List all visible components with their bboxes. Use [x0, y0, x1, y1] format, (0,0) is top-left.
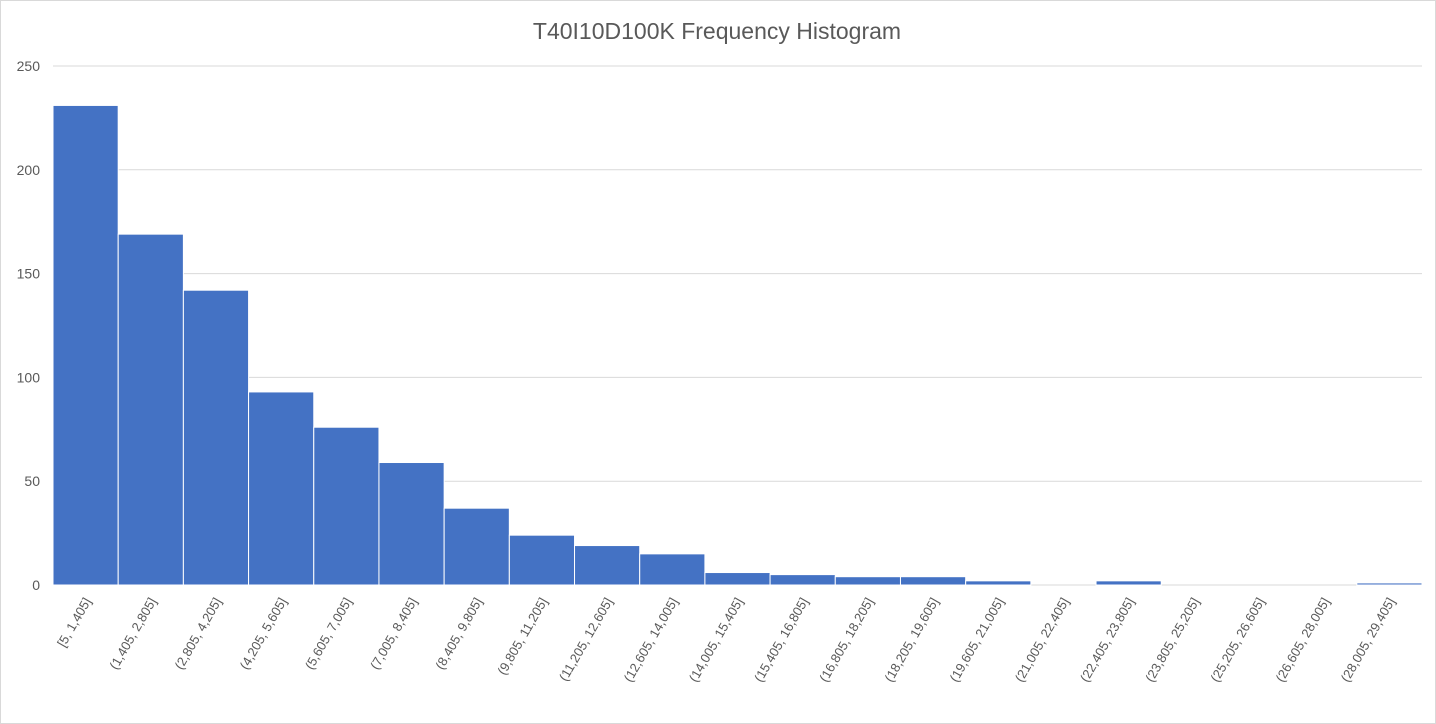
x-tick-label: (14,005, 15,405]	[686, 595, 746, 685]
x-tick-label: (5,605, 7,005]	[302, 595, 355, 672]
histogram-bar	[899, 576, 967, 586]
y-tick-label: 100	[17, 369, 41, 385]
y-tick-label: 250	[17, 58, 41, 74]
histogram-bar	[117, 233, 184, 586]
histogram-bar	[182, 289, 250, 586]
x-tick-label: (12,605, 14,005]	[621, 595, 681, 685]
y-tick-label: 150	[17, 266, 41, 282]
histogram-bar	[574, 545, 641, 586]
histogram-bar	[639, 553, 706, 586]
x-tick-label: (19,605, 21,005]	[947, 595, 1007, 685]
x-tick-label: (18,205, 19,605]	[881, 595, 941, 685]
x-tick-label: (2,805, 4,205]	[171, 595, 224, 672]
x-tick-label: (9,805, 11,205]	[494, 595, 550, 677]
bars	[52, 104, 1423, 586]
x-tick-label: (25,205, 26,605]	[1207, 595, 1267, 685]
x-tick-label: (22,405, 23,805]	[1077, 595, 1137, 685]
x-tick-label: (26,605, 28,005]	[1272, 595, 1332, 685]
x-tick-label: (21,005, 22,405]	[1012, 595, 1072, 685]
x-tick-label: (11,205, 12,605]	[556, 595, 616, 684]
x-tick-label: (15,405, 16,805]	[751, 595, 811, 685]
histogram-bar	[443, 507, 510, 586]
y-tick-label: 50	[24, 473, 40, 489]
x-tick-label: (7,005, 8,405]	[367, 595, 420, 672]
y-tick-label: 200	[17, 162, 41, 178]
x-tick-label: (23,805, 25,205]	[1142, 595, 1202, 685]
x-tick-label: (8,405, 9,805]	[432, 595, 485, 672]
histogram-bar	[769, 574, 836, 586]
histogram-bar	[313, 426, 380, 586]
x-tick-label: (1,405, 2,805]	[106, 595, 159, 672]
x-axis-ticks: [5, 1,405] (1,405, 2,805] (2,805, 4,205] (4…	[54, 595, 1398, 685]
histogram-bar	[965, 580, 1032, 586]
histogram-bar	[508, 534, 576, 586]
histogram-bar	[704, 572, 771, 586]
histogram-bar	[52, 104, 119, 586]
x-tick-label: [5, 1,405]	[54, 595, 94, 649]
y-tick-label: 0	[32, 577, 40, 593]
histogram-bar	[248, 391, 315, 586]
x-tick-label: (4,205, 5,605]	[237, 595, 290, 672]
histogram-bar	[1356, 582, 1423, 586]
x-tick-label: (28,005, 29,405]	[1338, 595, 1398, 685]
histogram-bar	[1095, 580, 1162, 586]
x-tick-label: (16,805, 18,205]	[816, 595, 876, 685]
chart-title: T40I10D100K Frequency Histogram	[533, 18, 901, 44]
histogram-bar	[378, 462, 445, 586]
histogram-bar	[834, 576, 901, 586]
y-axis-ticks: 0 50 100 150 200 250	[17, 58, 41, 593]
